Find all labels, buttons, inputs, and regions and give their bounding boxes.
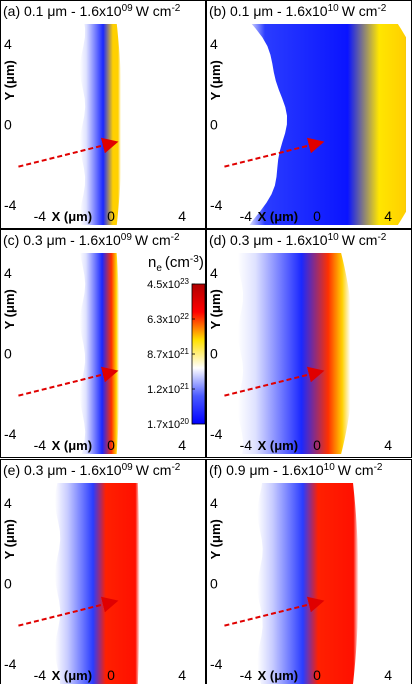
x-tick-label: 4: [384, 667, 392, 683]
panel-d: (d) 0.3 μm - 1.6x1010 W cm-2 4 0 -4 Y (μm) -4 0…: [206, 229, 412, 458]
y-tick-label: 0: [4, 117, 12, 133]
panel-title: (c) 0.3 μm - 1.6x1009 W cm-2: [3, 232, 180, 248]
y-tick-label: -4: [4, 656, 17, 672]
panel-a: (a) 0.1 μm - 1.6x1009 W cm-2 4 0 -4 Y (μm) -4 0…: [0, 0, 206, 229]
y-axis-label: Y (μm): [2, 289, 17, 329]
y-tick-label: 4: [210, 36, 218, 52]
colorbar-tick-label: 1.2x1021: [147, 382, 189, 396]
density-region: [257, 483, 359, 684]
x-tick-label: 0: [313, 208, 321, 224]
colorbar-tick-label: 4.5x1023: [147, 277, 189, 291]
density-region: [79, 253, 121, 454]
x-tick-label: 0: [107, 437, 115, 453]
plot-area: [79, 253, 121, 454]
panel-e: (e) 0.3 μm - 1.6x1009 W cm-2 4 0 -4 Y (μm) -4 0…: [0, 459, 206, 684]
x-axis-label: X (μm): [52, 668, 92, 683]
y-tick-label: 0: [4, 576, 12, 592]
x-axis-label: X (μm): [258, 668, 298, 683]
panel-c: (c) 0.3 μm - 1.6x1009 W cm-2 4 0 -4 Y (μm) -4 0…: [0, 229, 206, 458]
panel-title: (f) 0.9 μm - 1.6x1010 W cm-2: [209, 462, 383, 478]
x-tick-label: -4: [240, 208, 253, 224]
plot-area: [249, 24, 406, 225]
y-tick-label: 0: [210, 117, 218, 133]
y-tick-label: -4: [210, 656, 223, 672]
colorbar-tick-label: 8.7x1021: [147, 347, 189, 361]
density-region: [249, 24, 406, 225]
laser-arrow: [224, 366, 325, 397]
plot-area: [237, 253, 354, 454]
colorbar-title: ne (cm-3): [148, 254, 204, 274]
x-tick-label: -4: [34, 437, 47, 453]
y-tick-label: -4: [4, 426, 17, 442]
x-tick-label: 0: [313, 667, 321, 683]
x-tick-label: 0: [107, 667, 115, 683]
y-tick-label: 4: [4, 495, 12, 511]
y-axis-label: Y (μm): [2, 60, 17, 100]
colorbar-tick-label: 1.7x1020: [147, 417, 189, 431]
panel-title: (a) 0.1 μm - 1.6x1009 W cm-2: [3, 3, 181, 19]
y-axis-label: Y (μm): [208, 60, 223, 100]
x-tick-label: -4: [240, 667, 253, 683]
x-tick-label: -4: [34, 208, 47, 224]
panel-b: (b) 0.1 μm - 1.6x1010 W cm-2 4 0 -4 Y (μm) -4 0…: [206, 0, 412, 229]
panel-title: (d) 0.3 μm - 1.6x1010 W cm-2: [209, 232, 387, 248]
plot-area: [79, 24, 123, 225]
colorbar: ne (cm-3) 4.5x1023 6.3x1022 8.7x1021 1.2x1021…: [147, 254, 206, 431]
panel-title: (e) 0.3 μm - 1.6x1009 W cm-2: [3, 462, 181, 478]
y-axis-label: Y (μm): [2, 519, 17, 559]
y-axis-label: Y (μm): [208, 519, 223, 559]
laser-arrow: [224, 596, 325, 627]
x-tick-label: 4: [384, 208, 392, 224]
density-region: [54, 483, 140, 684]
panel-title: (b) 0.1 μm - 1.6x1010 W cm-2: [209, 3, 387, 19]
y-tick-label: 0: [210, 576, 218, 592]
laser-arrow: [18, 137, 119, 168]
x-tick-label: 4: [178, 437, 186, 453]
density-region: [79, 24, 123, 225]
x-tick-label: 0: [107, 208, 115, 224]
y-tick-label: 4: [210, 265, 218, 281]
density-region: [237, 253, 354, 454]
y-tick-label: 0: [210, 346, 218, 362]
x-axis-label: X (μm): [258, 438, 298, 453]
x-tick-label: 4: [178, 667, 186, 683]
y-tick-label: -4: [4, 197, 17, 213]
laser-arrow: [18, 366, 119, 397]
panel-f: (f) 0.9 μm - 1.6x1010 W cm-2 4 0 -4 Y (μm) -4 0…: [206, 459, 412, 684]
laser-arrow: [224, 137, 325, 168]
x-tick-label: 4: [178, 208, 186, 224]
laser-arrow: [18, 596, 119, 627]
y-axis-label: Y (μm): [208, 289, 223, 329]
y-tick-label: -4: [210, 426, 223, 442]
y-tick-label: 4: [4, 36, 12, 52]
x-tick-label: -4: [34, 667, 47, 683]
colorbar-tick-label: 6.3x1022: [147, 312, 189, 326]
y-tick-label: 4: [210, 495, 218, 511]
y-tick-label: 0: [4, 346, 12, 362]
x-tick-label: 0: [313, 437, 321, 453]
plot-area: [257, 483, 359, 684]
x-tick-label: 4: [384, 437, 392, 453]
x-axis-label: X (μm): [52, 209, 92, 224]
plot-area: [54, 483, 140, 684]
y-tick-label: 4: [4, 265, 12, 281]
y-tick-label: -4: [210, 197, 223, 213]
x-axis-label: X (μm): [52, 438, 92, 453]
x-axis-label: X (μm): [258, 209, 298, 224]
x-tick-label: -4: [240, 437, 253, 453]
